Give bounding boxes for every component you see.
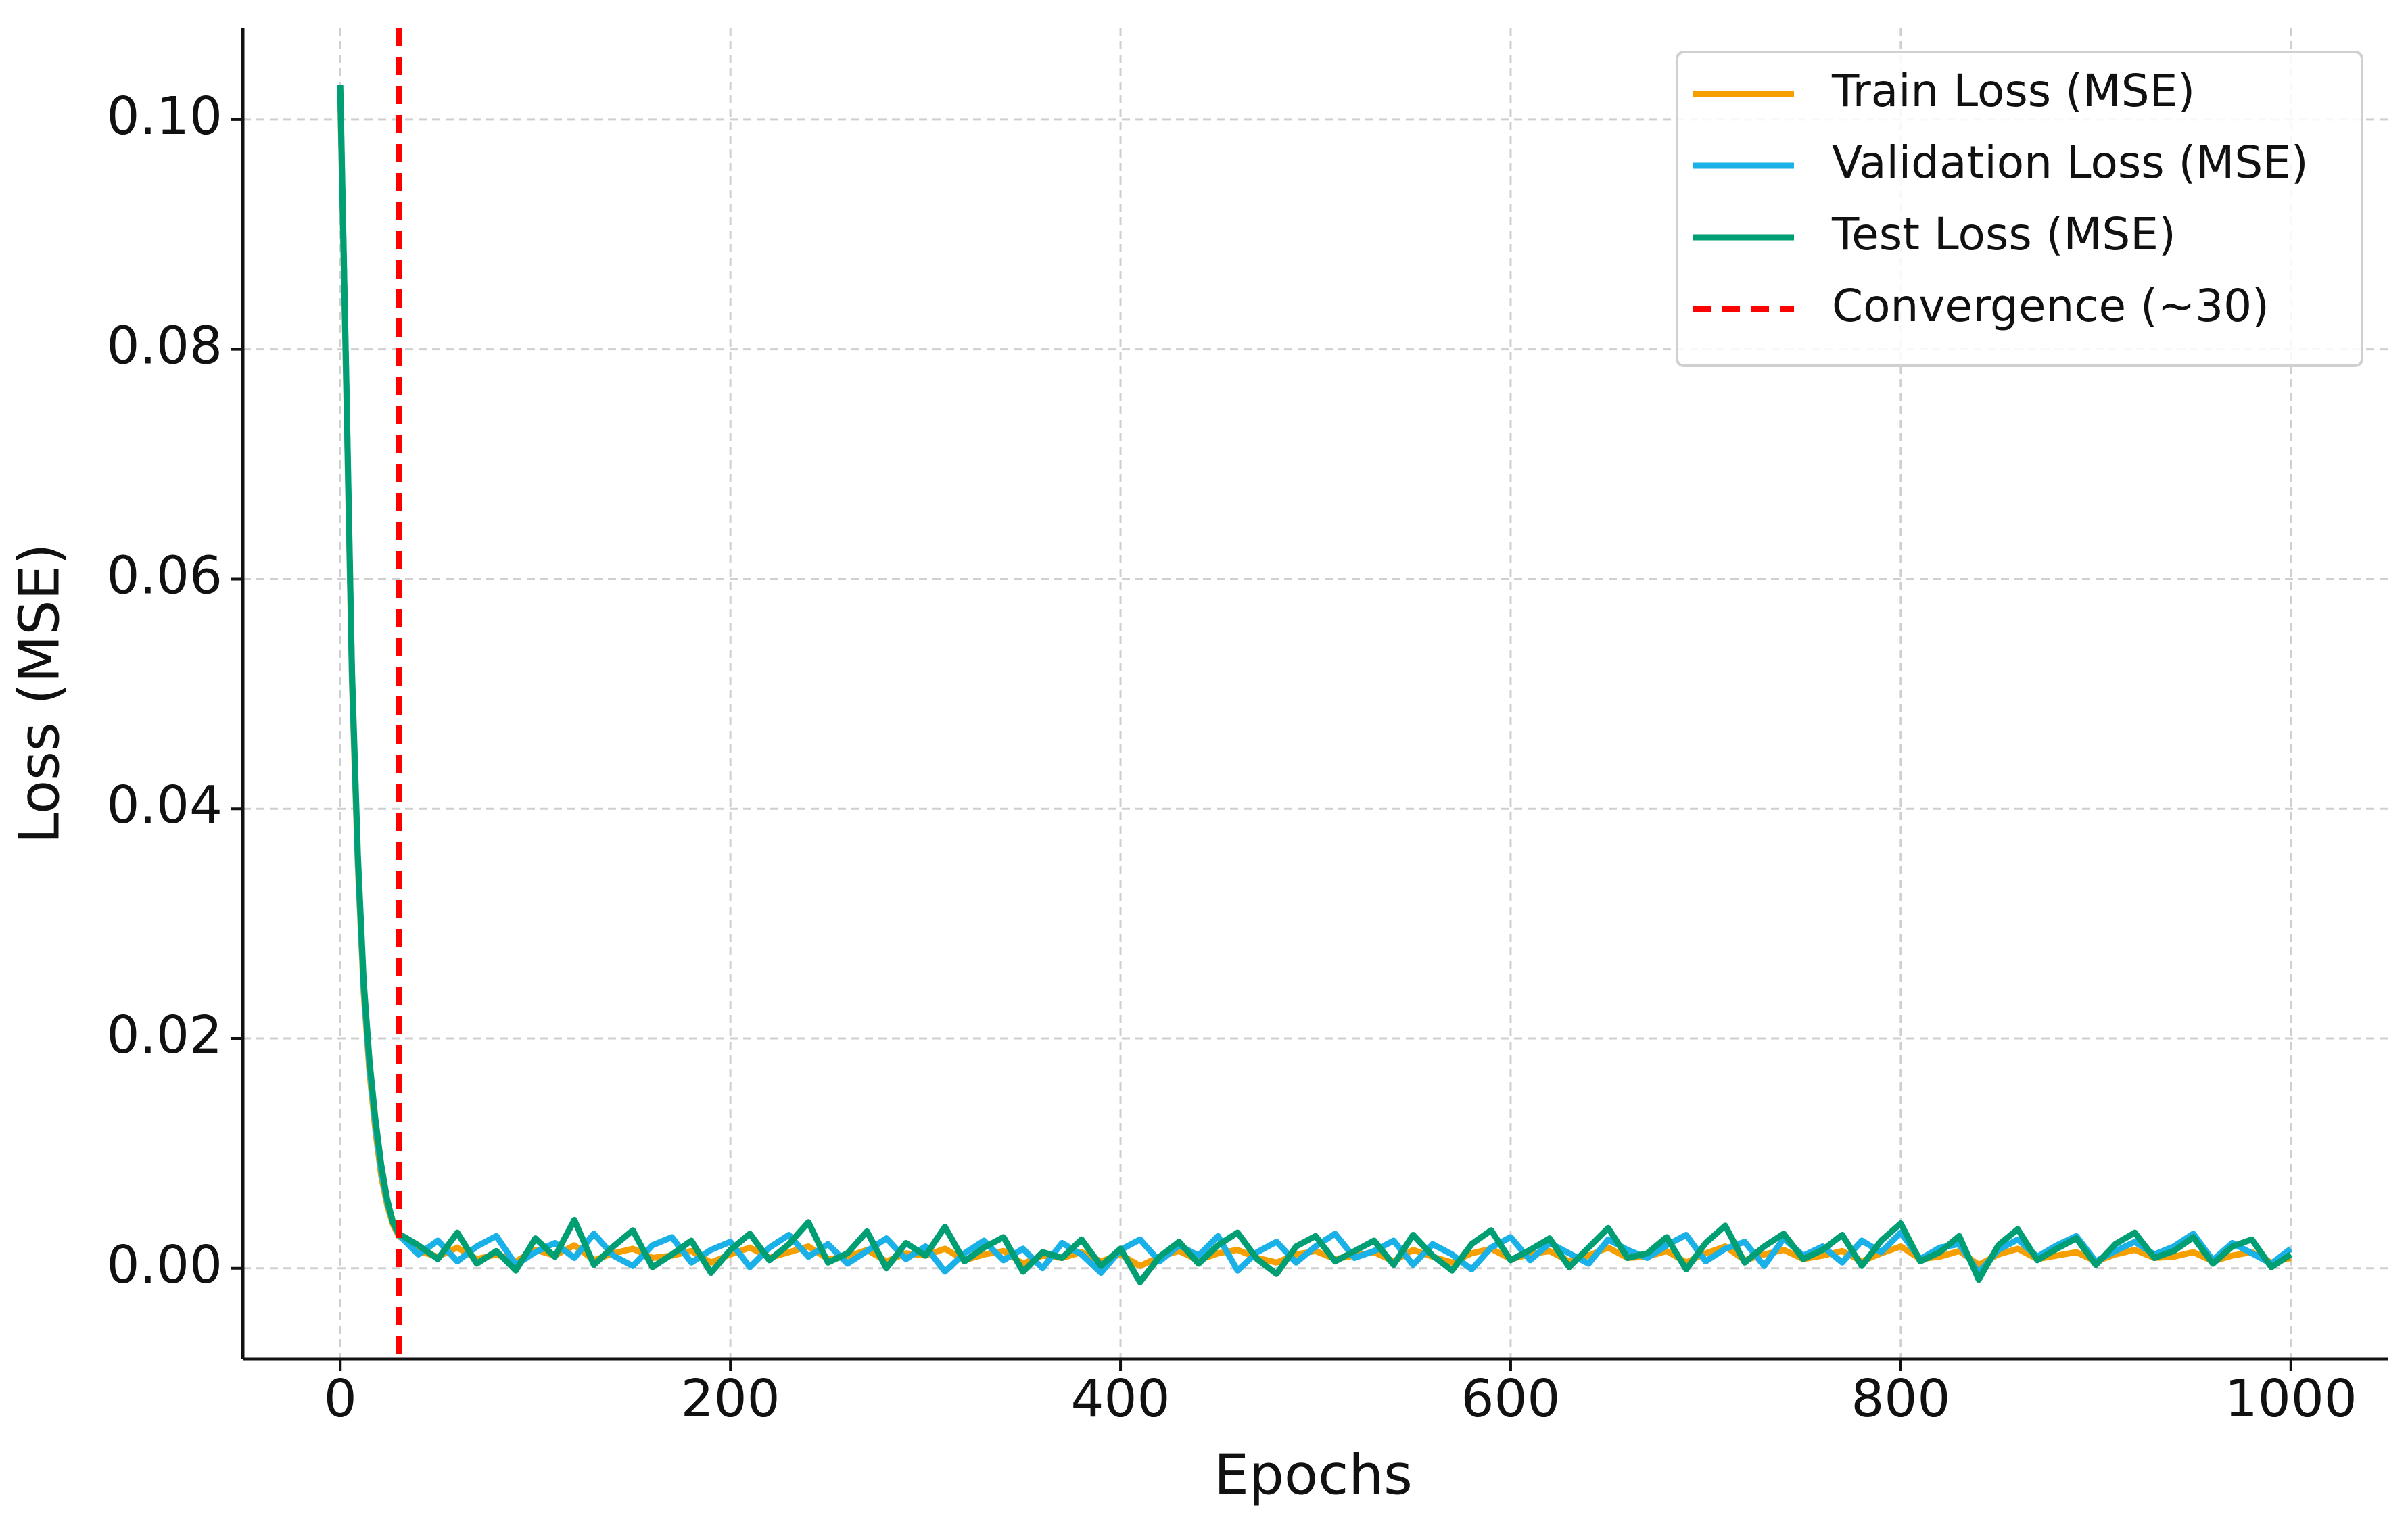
legend-label: Train Loss (MSE) — [1831, 65, 2195, 117]
legend-label: Convergence (~30) — [1832, 280, 2269, 332]
line-series — [337, 85, 2293, 1285]
legend-label: Validation Loss (MSE) — [1832, 137, 2309, 189]
x-tick-label: 400 — [1071, 1369, 1171, 1429]
y-tick-label: 0.08 — [107, 316, 222, 377]
legend-box — [1676, 51, 2363, 367]
x-tick-label: 800 — [1851, 1369, 1950, 1429]
y-tick-label: 0.02 — [107, 1005, 222, 1066]
legend-label: Test Loss (MSE) — [1831, 208, 2176, 260]
x-tick-label: 1000 — [2225, 1369, 2357, 1429]
x-tick-label: 200 — [681, 1369, 780, 1429]
x-tick-label: 600 — [1461, 1369, 1560, 1429]
x-axis-label: Epochs — [1214, 1443, 1413, 1507]
x-tick-label: 0 — [324, 1369, 357, 1429]
legend: Train Loss (MSE) Validation Loss (MSE) Tes… — [1676, 51, 2363, 367]
y-tick-label: 0.06 — [107, 546, 222, 606]
y-tick-label: 0.04 — [107, 775, 222, 836]
y-tick-label: 0.10 — [107, 87, 222, 147]
y-axis-label: Loss (MSE) — [7, 544, 72, 844]
y-tick-label: 0.00 — [107, 1235, 222, 1295]
